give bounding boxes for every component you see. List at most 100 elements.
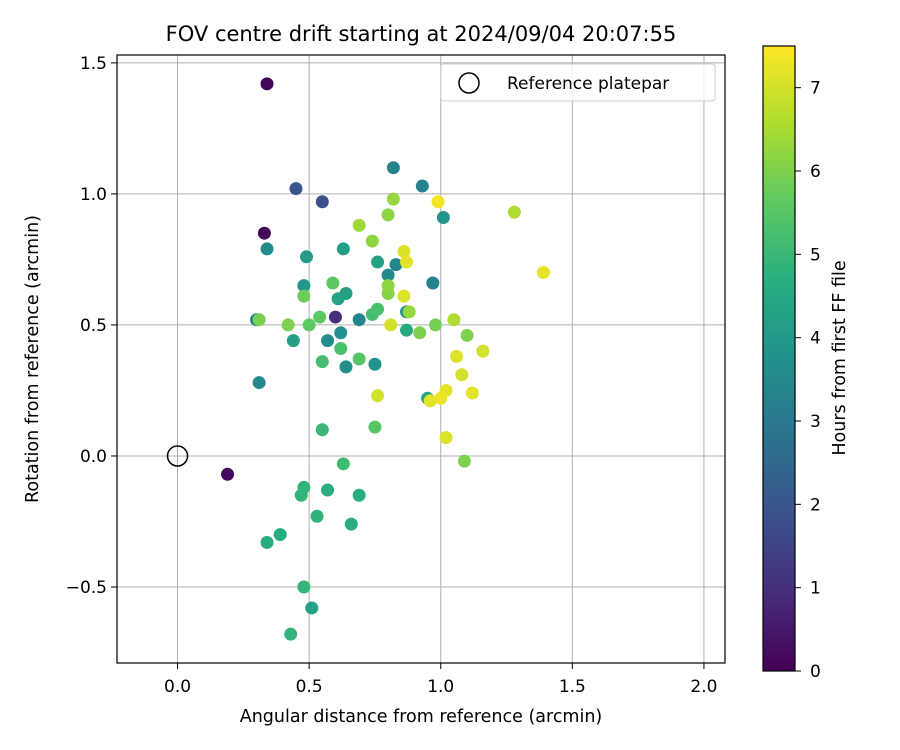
colorbar-tick-label: 7 bbox=[810, 79, 821, 99]
scatter-point bbox=[302, 318, 316, 332]
x-tick-label: 2.0 bbox=[690, 677, 717, 697]
scatter-point bbox=[289, 182, 303, 196]
scatter-point bbox=[313, 310, 327, 324]
reference-marker bbox=[166, 445, 189, 467]
scatter-point bbox=[507, 205, 521, 219]
scatter-point bbox=[428, 318, 442, 332]
scatter-point bbox=[397, 245, 411, 259]
scatter-point bbox=[284, 627, 298, 641]
scatter-point bbox=[371, 389, 385, 403]
colorbar-tick-label: 0 bbox=[810, 662, 821, 682]
scatter-point bbox=[336, 242, 350, 256]
legend-entry-reference: Reference platepar bbox=[507, 74, 669, 94]
colorbar-tick-label: 5 bbox=[810, 245, 821, 265]
scatter-point bbox=[381, 208, 395, 222]
data-points bbox=[221, 77, 550, 641]
scatter-point bbox=[460, 328, 474, 342]
scatter-point bbox=[297, 279, 311, 293]
scatter-point bbox=[310, 509, 324, 523]
scatter-point bbox=[315, 195, 329, 209]
scatter-point bbox=[400, 323, 414, 337]
colorbar-tick-label: 6 bbox=[810, 162, 821, 182]
scatter-point bbox=[321, 334, 335, 348]
scatter-point bbox=[431, 195, 445, 209]
scatter-point bbox=[352, 218, 366, 232]
y-tick-label: 1.0 bbox=[80, 185, 107, 205]
scatter-point bbox=[476, 344, 490, 358]
scatter-point bbox=[334, 326, 348, 340]
scatter-point bbox=[436, 210, 450, 224]
x-axis-ticks: 0.0 0.5 1.0 1.5 2.0 bbox=[164, 663, 717, 697]
scatter-point bbox=[334, 342, 348, 356]
x-tick-label: 1.0 bbox=[427, 677, 454, 697]
scatter-point bbox=[300, 250, 314, 264]
scatter-point bbox=[465, 386, 479, 400]
scatter-point bbox=[297, 580, 311, 594]
colorbar-tick-label: 2 bbox=[810, 495, 821, 515]
scatter-point bbox=[221, 467, 235, 481]
colorbar-ticks: 0 1 2 3 4 5 6 7 bbox=[795, 79, 821, 682]
scatter-point bbox=[281, 318, 295, 332]
scatter-point bbox=[371, 255, 385, 269]
scatter-point bbox=[315, 423, 329, 437]
legend-marker bbox=[458, 72, 480, 94]
scatter-point bbox=[423, 394, 437, 408]
scatter-point bbox=[426, 276, 440, 290]
scatter-point bbox=[297, 480, 311, 494]
scatter-point bbox=[260, 535, 274, 549]
scatter-point bbox=[439, 431, 453, 445]
scatter-point bbox=[402, 305, 416, 319]
scatter-point bbox=[286, 334, 300, 348]
scatter-point bbox=[457, 454, 471, 468]
scatter-point bbox=[260, 242, 274, 256]
colorbar bbox=[762, 45, 796, 672]
scatter-point bbox=[326, 276, 340, 290]
x-axis-label: Angular distance from reference (arcmin) bbox=[240, 707, 603, 727]
scatter-point bbox=[315, 355, 329, 369]
y-axis-label: Rotation from reference (arcmin) bbox=[23, 215, 43, 503]
scatter-point bbox=[328, 310, 342, 324]
plot-area bbox=[117, 55, 725, 663]
scatter-point bbox=[536, 266, 550, 280]
scatter-point bbox=[368, 357, 382, 371]
scatter-point bbox=[386, 192, 400, 206]
scatter-point bbox=[365, 234, 379, 248]
scatter-point bbox=[434, 391, 448, 405]
colorbar-label: Hours from first FF file bbox=[830, 260, 850, 455]
legend-box bbox=[440, 63, 716, 102]
scatter-point bbox=[305, 601, 319, 615]
scatter-point bbox=[384, 318, 398, 332]
y-axis-ticks: −0.5 0.0 0.5 1.0 1.5 bbox=[66, 54, 117, 598]
scatter-point bbox=[339, 360, 353, 374]
scatter-point bbox=[297, 289, 311, 303]
colorbar-tick-label: 4 bbox=[810, 329, 821, 349]
scatter-point bbox=[336, 457, 350, 471]
scatter-point bbox=[257, 226, 271, 240]
x-tick-label: 1.5 bbox=[559, 677, 586, 697]
scatter-point bbox=[447, 313, 461, 327]
scatter-point bbox=[352, 488, 366, 502]
legend: Reference platepar bbox=[440, 63, 716, 102]
scatter-point bbox=[331, 292, 345, 306]
y-tick-label: 1.5 bbox=[80, 54, 107, 74]
scatter-point bbox=[413, 326, 427, 340]
scatter-point bbox=[415, 179, 429, 193]
scatter-point bbox=[352, 313, 366, 327]
scatter-point bbox=[252, 376, 266, 390]
y-tick-label: 0.0 bbox=[80, 447, 107, 467]
scatter-point bbox=[260, 77, 274, 91]
plot-frame bbox=[116, 54, 726, 664]
grid-lines bbox=[117, 55, 725, 663]
x-tick-label: 0.5 bbox=[296, 677, 323, 697]
scatter-point bbox=[397, 289, 411, 303]
scatter-point bbox=[368, 420, 382, 434]
scatter-point bbox=[389, 258, 403, 272]
chart-title: FOV centre drift starting at 2024/09/04 … bbox=[166, 22, 677, 46]
scatter-point bbox=[352, 352, 366, 366]
scatter-point bbox=[400, 255, 414, 269]
scatter-point bbox=[344, 517, 358, 531]
colorbar-tick-label: 3 bbox=[810, 412, 821, 432]
scatter-point bbox=[455, 368, 469, 382]
y-tick-label: 0.5 bbox=[80, 316, 107, 336]
